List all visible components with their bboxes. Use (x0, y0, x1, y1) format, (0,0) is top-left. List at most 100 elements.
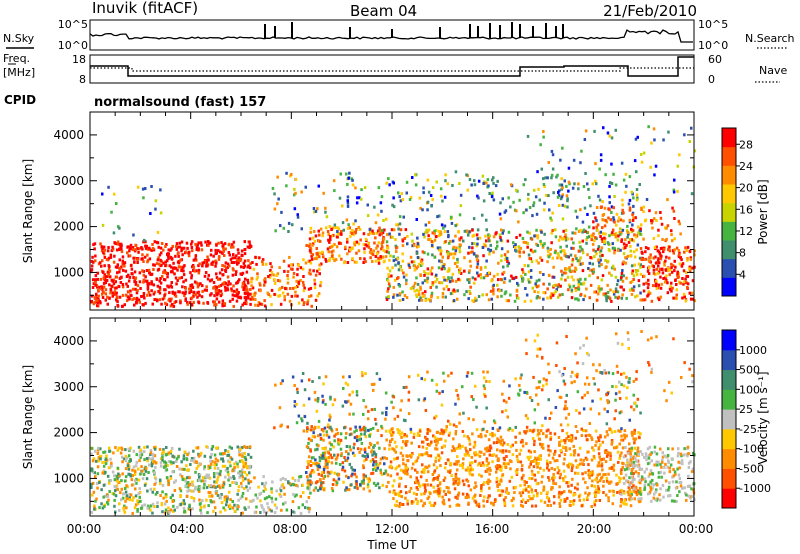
velocity-cell (394, 467, 397, 471)
velocity-cell (139, 472, 142, 476)
velocity-cell (323, 474, 327, 478)
velocity-cell (619, 470, 623, 474)
power-cell (655, 286, 659, 290)
velocity-cell (448, 491, 451, 495)
velocity-cell (507, 462, 510, 466)
velocity-cell (131, 468, 134, 472)
power-cell (572, 246, 575, 250)
power-cell (559, 256, 563, 260)
power-cell (400, 192, 403, 196)
velocity-cell (433, 490, 436, 494)
velocity-cell (333, 439, 336, 443)
power-cell (610, 162, 613, 166)
power-cell (216, 293, 219, 297)
power-cell (518, 198, 521, 202)
power-cell (222, 247, 225, 251)
velocity-cell (110, 461, 113, 465)
velocity-cell (452, 481, 456, 485)
power-cell (210, 292, 213, 296)
power-cell (552, 265, 555, 269)
power-cell (636, 231, 640, 235)
velocity-cell (223, 495, 227, 499)
power-cell (530, 260, 534, 264)
power-cell (247, 259, 250, 263)
power-cell (374, 221, 378, 225)
velocity-cell (594, 443, 597, 447)
power-cell (446, 256, 450, 260)
velocity-cell (370, 472, 373, 476)
velocity-cell (248, 464, 252, 468)
power-cell (192, 258, 196, 262)
power-cell (522, 250, 525, 254)
power-cell (245, 295, 248, 299)
power-cell (430, 291, 434, 295)
power-cell (409, 255, 413, 259)
power-cell (333, 243, 336, 246)
velocity-cell (332, 445, 335, 449)
power-cell (413, 244, 416, 247)
power-cell (473, 242, 476, 245)
power-cell (248, 243, 252, 247)
velocity-cell (439, 456, 442, 460)
velocity-cell (399, 468, 403, 472)
velocity-cell (465, 449, 468, 453)
velocity-cell (137, 478, 141, 482)
velocity-cell (198, 453, 201, 457)
velocity-cell (172, 461, 175, 465)
power-cell (291, 286, 295, 290)
power-cell (560, 177, 563, 181)
power-cell (312, 230, 316, 233)
power-cell (475, 258, 479, 262)
power-cell (117, 242, 121, 246)
power-cell (466, 188, 469, 192)
power-cell (441, 292, 445, 295)
velocity-cell (225, 503, 228, 507)
power-cell (395, 250, 398, 254)
nsky-tick-bottom: 10^0 (58, 39, 88, 52)
power-cell (236, 262, 239, 266)
power-cell (591, 233, 594, 237)
power-cell (490, 195, 494, 199)
power-cell (330, 245, 333, 249)
power-cell (629, 249, 633, 253)
power-cell (398, 292, 402, 296)
power-cell (421, 262, 424, 266)
velocity-cell (631, 433, 634, 437)
power-cell (92, 282, 96, 286)
power-cell (248, 240, 251, 244)
velocity-cell (261, 482, 264, 486)
velocity-cell (497, 457, 500, 461)
velocity-cell (208, 494, 211, 498)
power-cell (506, 250, 510, 254)
velocity-cell (637, 472, 640, 475)
power-cell (96, 298, 99, 302)
power-cell (379, 256, 383, 260)
velocity-cell (560, 439, 563, 443)
velocity-cell (379, 457, 383, 461)
velocity-cell (159, 457, 163, 461)
velocity-cell (243, 445, 246, 449)
velocity-cell (456, 446, 459, 450)
velocity-cell (381, 456, 385, 460)
power-cell (194, 242, 197, 246)
velocity-cell (101, 471, 104, 475)
power-cell (438, 246, 442, 250)
velocity-cell (108, 490, 111, 493)
power-cell (136, 261, 139, 264)
power-cell (536, 236, 539, 240)
power-cell (554, 283, 557, 287)
power-cell (221, 299, 225, 303)
power-cell (453, 262, 457, 265)
velocity-cell (540, 445, 544, 449)
velocity-cell (348, 433, 352, 437)
power-cell (121, 293, 125, 297)
power-cell (387, 275, 391, 279)
velocity-cell (215, 463, 218, 467)
velocity-cell (598, 455, 601, 459)
power-cell (226, 275, 230, 279)
power-cell (270, 265, 273, 269)
velocity-cell (226, 450, 230, 454)
power-cell (147, 282, 151, 286)
power-cell (471, 250, 474, 254)
power-cell (570, 288, 574, 292)
